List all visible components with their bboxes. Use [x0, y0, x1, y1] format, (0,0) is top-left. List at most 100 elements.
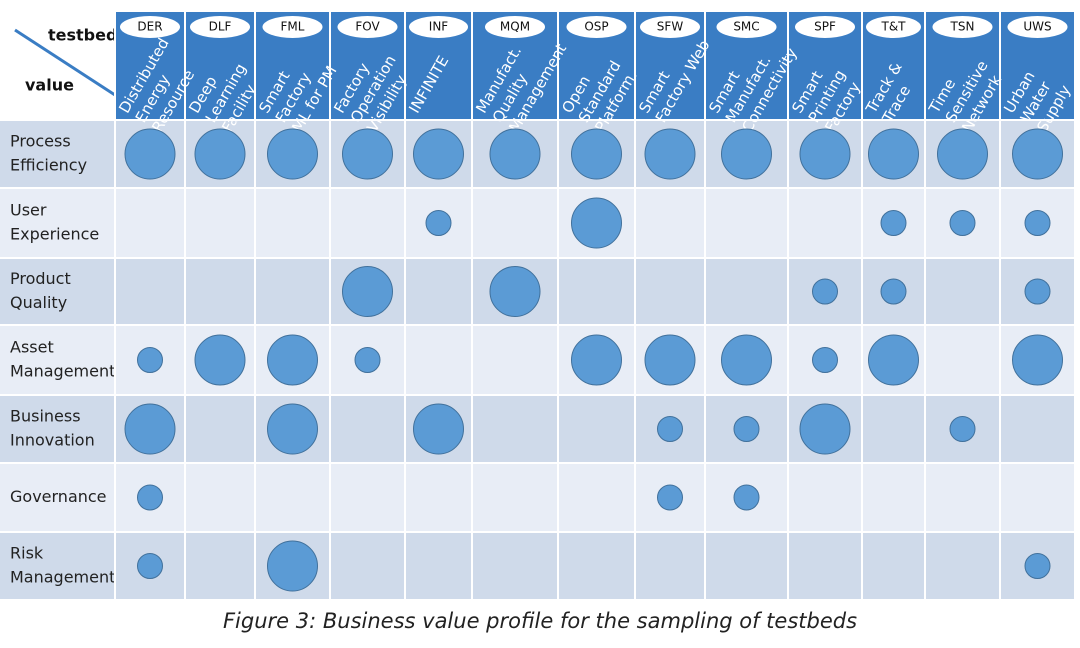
- value-bubble: [868, 128, 919, 180]
- value-bubble: [799, 403, 851, 455]
- value-bubble: [137, 553, 163, 579]
- value-bubble: [267, 403, 318, 455]
- row-label: Experience: [10, 225, 99, 244]
- value-bubble: [342, 128, 393, 180]
- row-label: Innovation: [10, 431, 95, 450]
- corner-column-heading: testbed: [48, 26, 117, 45]
- row-label: Business: [10, 407, 81, 426]
- row-label-cell: [0, 258, 115, 325]
- value-bubble: [644, 128, 696, 180]
- value-bubble: [137, 484, 163, 511]
- value-bubble: [949, 210, 976, 236]
- row-label-cell: [0, 395, 115, 463]
- code-badge: [190, 16, 250, 38]
- value-bubble: [949, 416, 976, 442]
- value-bubble: [1012, 128, 1063, 180]
- value-bubble: [799, 128, 851, 180]
- value-bubble: [194, 334, 246, 386]
- column-code: MQM: [500, 20, 530, 34]
- value-bubble: [880, 278, 907, 305]
- value-bubble: [124, 403, 176, 455]
- value-bubble: [413, 403, 464, 455]
- value-bubble: [880, 210, 907, 236]
- column-code: SMC: [733, 20, 759, 34]
- column-code: INF: [429, 20, 449, 34]
- row-band: [115, 258, 1075, 325]
- value-bubble: [137, 347, 163, 373]
- value-bubble: [812, 278, 838, 305]
- row-label-cell: [0, 120, 115, 188]
- value-bubble: [354, 347, 381, 373]
- value-bubble: [937, 128, 988, 180]
- corner-row-heading: value: [25, 76, 74, 95]
- column-code: DLF: [209, 20, 232, 34]
- code-badge: [566, 16, 627, 38]
- code-badge: [795, 16, 855, 38]
- row-label: Management: [10, 362, 115, 381]
- code-badge: [866, 16, 921, 38]
- column-code: TSN: [950, 20, 975, 34]
- code-badge: [640, 16, 700, 38]
- code-badge: [716, 16, 777, 38]
- row-label: Product: [10, 269, 71, 288]
- column-code: SPF: [814, 20, 836, 34]
- value-bubble: [124, 128, 176, 180]
- value-bubble: [342, 266, 393, 317]
- code-badge: [1007, 16, 1068, 38]
- code-badge: [262, 16, 323, 38]
- value-bubble: [571, 197, 622, 249]
- row-band: [115, 395, 1075, 463]
- value-bubble: [1024, 278, 1051, 305]
- corner-divider: [14, 28, 116, 97]
- row-label-cell: [0, 463, 115, 532]
- row-band: [115, 532, 1075, 600]
- row-label: Governance: [10, 487, 107, 506]
- value-bubble: [657, 484, 683, 511]
- value-bubble: [194, 128, 246, 180]
- value-bubble: [413, 128, 464, 180]
- value-bubble: [425, 210, 452, 236]
- value-bubble: [267, 334, 318, 386]
- row-label: Risk: [10, 544, 44, 563]
- value-bubble: [812, 347, 838, 373]
- row-label: Process: [10, 132, 71, 151]
- value-bubble: [721, 334, 772, 386]
- value-bubble: [1024, 210, 1051, 236]
- row-label-cell: [0, 532, 115, 600]
- value-bubble: [721, 128, 772, 180]
- code-badge: [337, 16, 398, 38]
- row-label-cell: [0, 325, 115, 395]
- row-label: User: [10, 201, 47, 220]
- value-bubble: [657, 416, 683, 442]
- value-bubble: [267, 128, 318, 180]
- caption: Figure 3: Business value profile for the…: [223, 609, 857, 633]
- column-code: UWS: [1023, 20, 1051, 34]
- code-badge: [932, 16, 993, 38]
- value-bubble: [644, 334, 696, 386]
- value-bubble: [733, 416, 760, 442]
- code-badge: [409, 16, 468, 38]
- row-label: Management: [10, 568, 115, 587]
- value-bubble: [489, 266, 541, 317]
- row-band: [115, 463, 1075, 532]
- value-bubble: [1024, 553, 1051, 579]
- value-bubble: [571, 334, 622, 386]
- row-label-cell: [0, 188, 115, 258]
- code-badge: [485, 16, 545, 38]
- column-code: OSP: [584, 20, 608, 34]
- value-bubble: [489, 128, 541, 180]
- value-bubble: [1012, 334, 1063, 386]
- column-code: T&T: [880, 20, 906, 34]
- column-code: FOV: [355, 20, 380, 34]
- value-bubble: [571, 128, 622, 180]
- row-label: Asset: [10, 338, 54, 357]
- row-label: Quality: [10, 293, 67, 312]
- column-code: DER: [137, 20, 162, 34]
- row-label: Efficiency: [10, 156, 87, 175]
- column-code: FML: [281, 20, 305, 34]
- value-bubble: [733, 484, 760, 511]
- value-bubble: [267, 540, 318, 592]
- code-badge: [120, 16, 180, 38]
